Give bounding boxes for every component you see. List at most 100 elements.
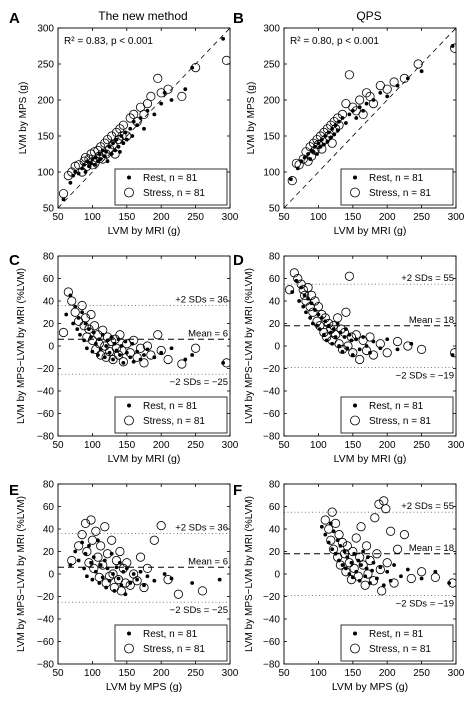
x-tick-label: 200 [153, 212, 170, 223]
data-point-stress [284, 285, 295, 295]
data-point-stress [306, 151, 317, 161]
data-point-rest [361, 108, 366, 113]
y-tick-label: 0 [274, 342, 280, 353]
correlation-annotation: R² = 0.80, p < 0.001 [290, 36, 379, 47]
data-point-rest [121, 360, 126, 365]
y-tick-label: −80 [263, 432, 280, 443]
y-axis-label: LVM by MPS−LVM by MRI (%LVM) [16, 496, 27, 652]
y-tick-label: 20 [269, 319, 281, 330]
y-tick-label: 80 [269, 252, 281, 263]
panel-D: D +2 SDs = 55 Mean = 18 −2 SDs = −19 50 100 15… [233, 252, 465, 466]
axes-frame [57, 27, 231, 209]
plot-area [58, 515, 230, 603]
data-point-rest [359, 563, 363, 567]
y-tick-label: 300 [37, 24, 54, 35]
data-point-rest [159, 101, 164, 106]
data-point-stress [177, 91, 187, 102]
data-point-rest [114, 137, 119, 142]
data-point-stress [87, 535, 98, 545]
panel-B: B 50 100 150 200 250 300 50 100 150 200 250 300 LVM b… [233, 10, 465, 237]
data-point-stress [308, 138, 319, 148]
y-tick-label: 20 [269, 547, 281, 558]
y-tick-label: 0 [48, 342, 54, 353]
data-point-stress [389, 77, 399, 87]
legend-box [340, 396, 454, 434]
data-point-rest [121, 569, 126, 574]
data-point-rest [123, 592, 128, 597]
data-point-rest [152, 578, 157, 583]
data-point-rest [73, 304, 78, 309]
data-point-rest [328, 135, 333, 140]
x-tick-label: 50 [52, 440, 64, 451]
data-point-rest [419, 576, 424, 581]
data-point-stress [310, 145, 320, 155]
data-point-stress [328, 544, 339, 554]
x-tick-label: 150 [344, 212, 361, 223]
series-stress [287, 43, 456, 186]
data-point-stress [221, 358, 230, 368]
data-point-stress [153, 330, 163, 340]
data-point-rest [114, 348, 119, 353]
data-point-stress [149, 535, 159, 545]
x-tick-label: 300 [222, 668, 239, 679]
legend: Rest, n = 81 Stress, n = 81 [114, 624, 228, 662]
data-point-rest [121, 141, 126, 146]
data-point-stress [146, 350, 156, 360]
data-point-stress [287, 176, 297, 186]
reference-line-label: +2 SDs = 55 [401, 273, 454, 284]
data-point-stress [163, 354, 173, 365]
data-point-rest [395, 347, 400, 352]
data-point-stress [163, 84, 173, 94]
data-point-stress [450, 43, 456, 53]
data-point-rest [80, 310, 84, 315]
reference-line-label: −2 SDs = −25 [170, 377, 228, 388]
data-point-stress [129, 335, 139, 345]
data-point-rest [344, 121, 348, 125]
data-point-stress [330, 124, 341, 134]
data-point-stress [330, 518, 341, 528]
data-point-stress [320, 515, 330, 525]
x-tick-label: 200 [379, 440, 396, 451]
legend-box [340, 168, 454, 206]
data-point-stress [312, 316, 322, 326]
x-tick-label: 300 [448, 212, 465, 223]
data-point-stress [94, 572, 104, 582]
data-point-rest [340, 563, 345, 567]
data-point-stress [310, 296, 320, 306]
data-point-stress [87, 160, 98, 170]
plot-area [58, 28, 230, 208]
data-point-rest [190, 65, 195, 70]
data-point-rest [352, 551, 357, 556]
data-point-rest [385, 337, 390, 342]
data-point-stress [91, 156, 101, 166]
data-point-stress [348, 546, 358, 557]
x-tick-label: 250 [413, 668, 430, 679]
data-point-rest [333, 335, 338, 339]
data-point-stress [336, 324, 346, 334]
data-point-rest [138, 569, 143, 574]
data-point-stress [139, 582, 149, 593]
data-point-stress [361, 88, 372, 98]
data-point-stress [191, 62, 201, 73]
x-axis-label: LVM by MRI (g) [108, 453, 181, 465]
legend-marker-stress [350, 415, 360, 426]
data-point-stress [334, 339, 344, 349]
data-point-stress [355, 95, 365, 105]
data-point-stress [118, 120, 128, 130]
data-point-stress [301, 147, 311, 157]
data-point-stress [113, 135, 124, 145]
data-point-stress [115, 546, 125, 557]
y-tick-label: 50 [43, 204, 55, 215]
data-point-stress [98, 154, 108, 164]
y-tick-label: 0 [48, 570, 54, 581]
data-point-rest [76, 558, 81, 563]
data-point-rest [433, 569, 438, 574]
data-point-stress [58, 327, 69, 338]
data-point-stress [368, 350, 379, 360]
legend-label: Rest, n = 81 [143, 401, 198, 412]
legend-label: Stress, n = 81 [369, 644, 431, 655]
legend-label: Rest, n = 81 [143, 629, 198, 640]
data-point-stress [386, 526, 396, 536]
plot-area [58, 287, 230, 375]
y-tick-label: 0 [274, 570, 280, 581]
